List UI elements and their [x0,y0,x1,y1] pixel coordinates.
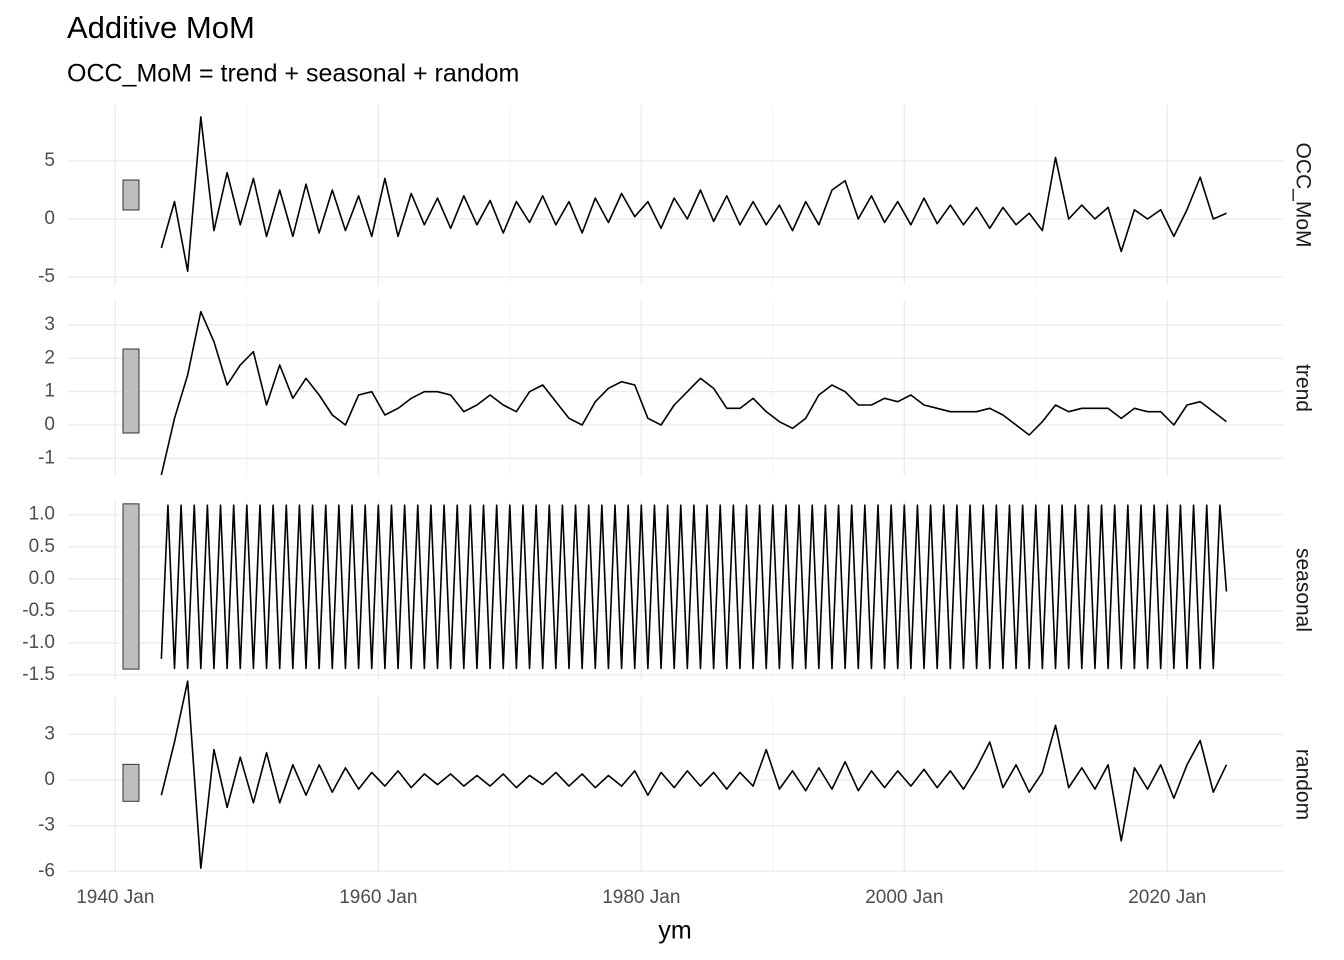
y-tick-label: 0 [44,769,55,790]
range-bar [122,348,140,434]
strip-label: random [1291,749,1314,820]
y-tick-label: 0.5 [29,536,55,557]
y-tick-label: -1 [38,447,55,468]
x-tick-label: 1960 Jan [339,887,417,908]
y-tick-label: 1.0 [29,504,55,525]
series-line [160,680,1228,869]
y-tick-label: 1 [44,381,55,402]
x-tick-label: 1980 Jan [602,887,680,908]
y-tick-label: -6 [38,860,55,881]
series-line [160,116,1227,272]
range-bar [122,763,140,802]
y-tick-label: 3 [44,314,55,335]
y-tick-label: -0.5 [22,600,55,621]
x-tick-label: 1940 Jan [76,887,154,908]
y-tick-label: 2 [44,347,55,368]
y-tick-label: -3 [38,815,55,836]
y-tick-label: -1.0 [22,632,55,653]
range-bar [122,503,140,670]
y-tick-label: -1.5 [22,664,55,685]
y-tick-label: -5 [38,266,55,287]
y-tick-label: 3 [44,723,55,744]
series-line [160,504,1228,670]
series-line [160,310,1227,476]
strip-label: OCC_MoM [1291,142,1314,247]
y-tick-label: 5 [44,150,55,171]
x-axis-label: ym [658,917,691,945]
chart-title: Additive MoM [67,10,255,45]
range-bar [122,179,140,211]
x-tick-label: 2020 Jan [1128,887,1206,908]
y-tick-label: 0 [44,208,55,229]
chart-subtitle: OCC_MoM = trend + seasonal + random [67,60,519,88]
strip-label: seasonal [1291,548,1314,632]
strip-label: trend [1291,364,1314,412]
y-tick-label: 0 [44,414,55,435]
x-tick-label: 2000 Jan [865,887,943,908]
y-tick-label: 0.0 [29,568,55,589]
